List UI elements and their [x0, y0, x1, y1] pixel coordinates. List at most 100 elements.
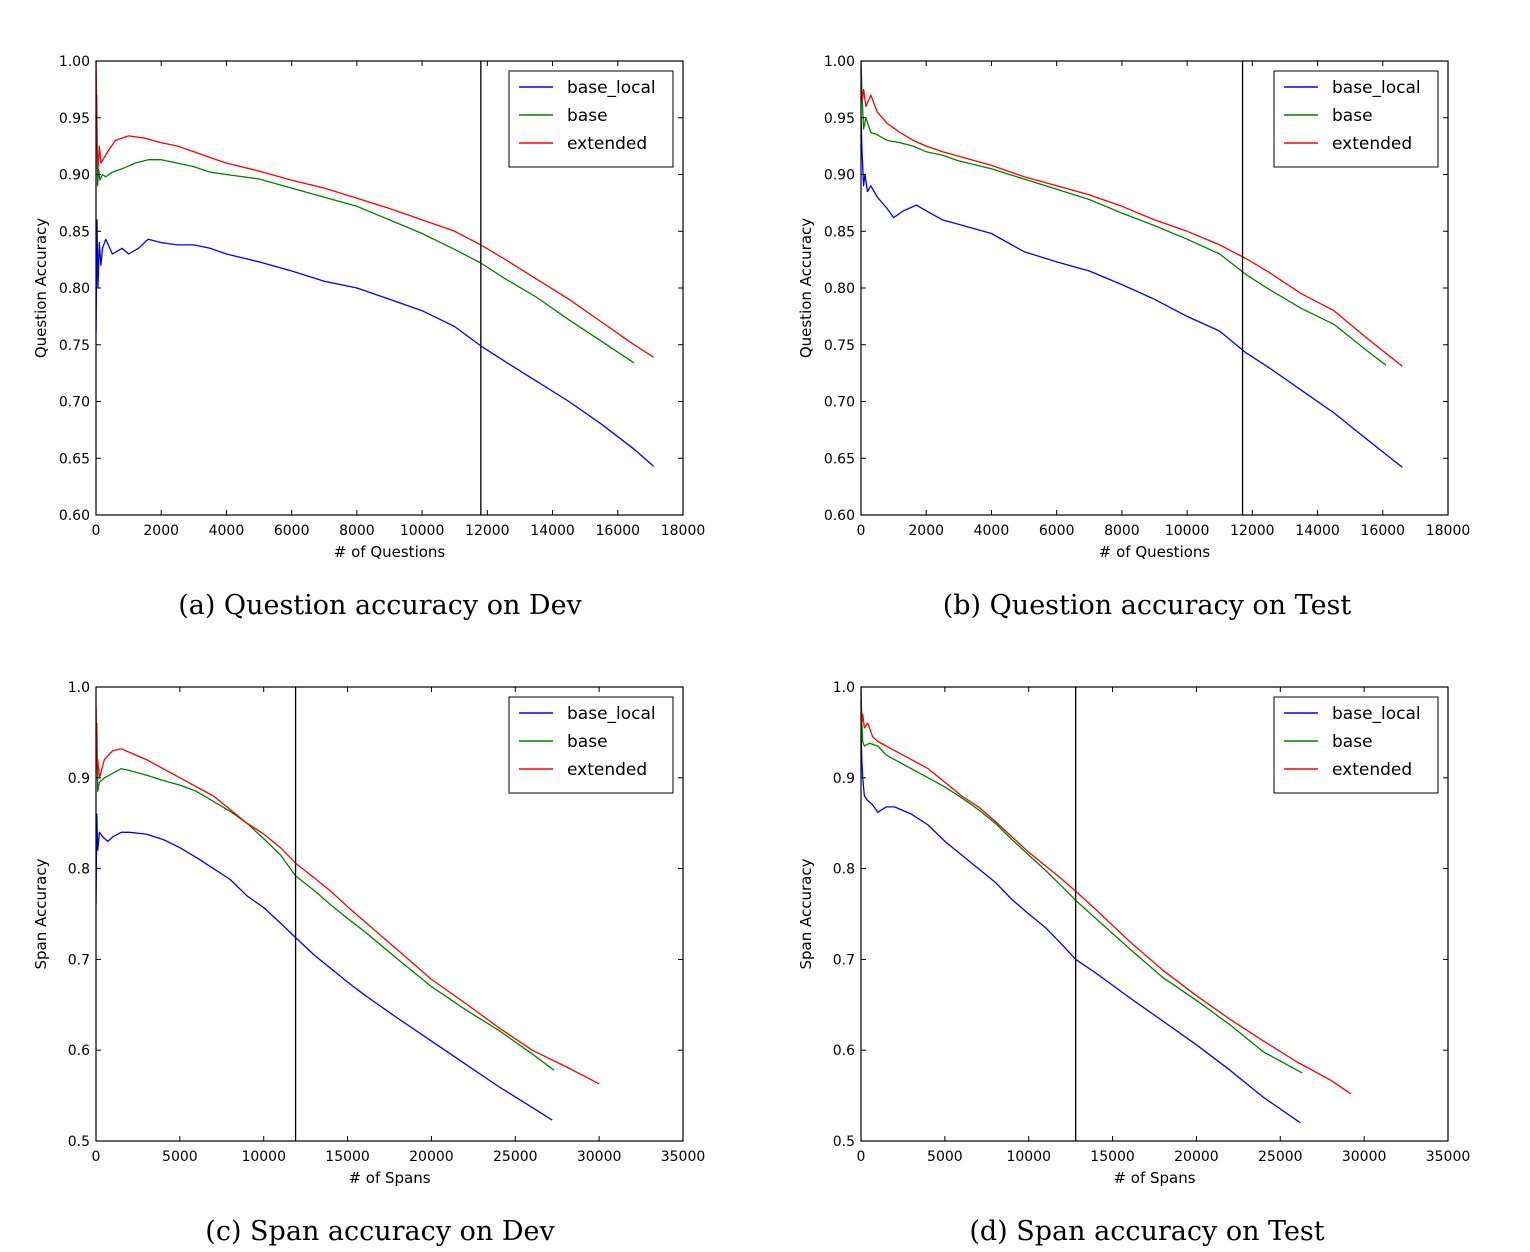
chart-caption: (a) Question accuracy on Dev [178, 590, 582, 621]
x-tick-label: 0 [92, 1149, 101, 1165]
y-tick-label: 0.80 [59, 281, 90, 297]
y-tick-label: 1.0 [68, 680, 90, 696]
plot-frame [95, 686, 684, 1142]
x-tick-label: 18000 [1426, 523, 1471, 539]
x-tick-label: 0 [92, 523, 101, 539]
series-line-base-local [96, 219, 655, 467]
y-tick-label: 0.70 [59, 395, 90, 411]
x-axis-label: # of Questions [1099, 543, 1211, 561]
y-tick-label: 0.8 [833, 862, 855, 878]
legend-label: base_local [567, 78, 656, 98]
x-tick-label: 30000 [1342, 1149, 1387, 1165]
chart-caption: (d) Span accuracy on Test [969, 1216, 1325, 1247]
series-line-base-local [861, 117, 1403, 468]
series-line-base-local [96, 813, 553, 1121]
x-tick-label: 4000 [974, 523, 1010, 539]
x-tick-label: 15000 [325, 1149, 370, 1165]
y-axis-label: Question Accuracy [32, 218, 50, 358]
chart-c-span-accuracy-dev: 0 5000 10000 15000 20000 25000 30000 35000 0.5 0.… [32, 680, 706, 1187]
legend-label: extended [567, 760, 647, 780]
x-tick-label: 10000 [400, 523, 445, 539]
y-axis-label: Span Accuracy [797, 858, 815, 969]
y-tick-label: 0.5 [68, 1134, 90, 1150]
y-tick-label: 0.75 [59, 338, 90, 354]
x-tick-label: 16000 [596, 523, 641, 539]
legend-label: base [567, 732, 608, 752]
chart-a-question-accuracy-dev: 0 2000 4000 6000 8000 10000 12000 14000 16000 180… [32, 54, 706, 561]
x-tick-label: 10000 [1165, 523, 1210, 539]
y-tick-label: 0.6 [68, 1043, 90, 1059]
chart-b-question-accuracy-test: 0 2000 4000 6000 8000 10000 12000 14000 16000 180… [797, 54, 1471, 561]
series-line-extended [96, 705, 600, 1085]
x-tick-label: 25000 [1258, 1149, 1303, 1165]
x-tick-label: 35000 [1426, 1149, 1471, 1165]
y-tick-label: 0.8 [68, 862, 90, 878]
legend-label: base [1332, 732, 1373, 752]
y-tick-label: 0.80 [824, 281, 855, 297]
chart-caption: (b) Question accuracy on Test [942, 590, 1352, 621]
x-tick-label: 20000 [1174, 1149, 1219, 1165]
y-tick-label: 0.95 [824, 111, 855, 127]
y-tick-label: 0.75 [824, 338, 855, 354]
y-tick-label: 0.70 [824, 395, 855, 411]
y-tick-label: 0.90 [824, 168, 855, 184]
x-tick-label: 2000 [908, 523, 944, 539]
series-line-extended [96, 61, 654, 358]
y-tick-label: 0.60 [59, 508, 90, 524]
x-tick-label: 10000 [241, 1149, 286, 1165]
legend-label: extended [1332, 760, 1412, 780]
legend-label: base_local [567, 704, 656, 724]
y-tick-label: 0.95 [59, 111, 90, 127]
y-tick-label: 0.85 [59, 224, 90, 240]
chart-panel-a: 0 2000 4000 6000 8000 10000 12000 14000 16000 180… [0, 0, 765, 621]
series-line-base [861, 61, 1387, 366]
chart-panel-c: 0 5000 10000 15000 20000 25000 30000 35000 0.5 0.… [0, 626, 765, 1247]
x-tick-label: 18000 [661, 523, 706, 539]
series-line-base-local [861, 732, 1301, 1124]
chart-d-span-accuracy-test: 0 5000 10000 15000 20000 25000 30000 35000 0.5 0.… [797, 680, 1471, 1187]
y-tick-label: 0.65 [59, 451, 90, 467]
y-tick-label: 0.65 [824, 451, 855, 467]
x-axis-label: # of Questions [334, 543, 446, 561]
x-tick-label: 15000 [1090, 1149, 1135, 1165]
x-tick-label: 30000 [577, 1149, 622, 1165]
legend-label: extended [567, 134, 647, 154]
x-tick-label: 35000 [661, 1149, 706, 1165]
y-tick-label: 1.0 [833, 680, 855, 696]
legend-label: base_local [1332, 704, 1421, 724]
x-tick-label: 8000 [1104, 523, 1140, 539]
series-line-base [861, 687, 1303, 1074]
legend-label: base [567, 106, 608, 126]
x-tick-label: 0 [857, 1149, 866, 1165]
series-line-base [96, 94, 635, 364]
y-tick-label: 0.7 [68, 952, 90, 968]
y-tick-label: 0.9 [68, 771, 90, 787]
plot-frame [860, 686, 1449, 1142]
y-tick-label: 0.6 [833, 1043, 855, 1059]
x-tick-label: 12000 [465, 523, 510, 539]
x-axis-label: # of Spans [1113, 1169, 1195, 1187]
series-line-extended [861, 705, 1352, 1095]
series-line-extended [861, 83, 1403, 367]
x-axis-label: # of Spans [348, 1169, 430, 1187]
x-tick-label: 8000 [339, 523, 375, 539]
x-tick-label: 20000 [409, 1149, 454, 1165]
x-tick-label: 14000 [1295, 523, 1340, 539]
legend-label: base [1332, 106, 1373, 126]
x-tick-label: 16000 [1361, 523, 1406, 539]
y-tick-label: 0.85 [824, 224, 855, 240]
x-tick-label: 25000 [493, 1149, 538, 1165]
x-tick-label: 5000 [927, 1149, 963, 1165]
x-tick-label: 0 [857, 523, 866, 539]
y-tick-label: 0.60 [824, 508, 855, 524]
y-tick-label: 1.00 [824, 54, 855, 70]
chart-panel-d: 0 5000 10000 15000 20000 25000 30000 35000 0.5 0.… [765, 626, 1530, 1247]
x-tick-label: 14000 [530, 523, 575, 539]
series-line-base [96, 722, 555, 1071]
y-tick-label: 0.5 [833, 1134, 855, 1150]
y-tick-label: 0.7 [833, 952, 855, 968]
